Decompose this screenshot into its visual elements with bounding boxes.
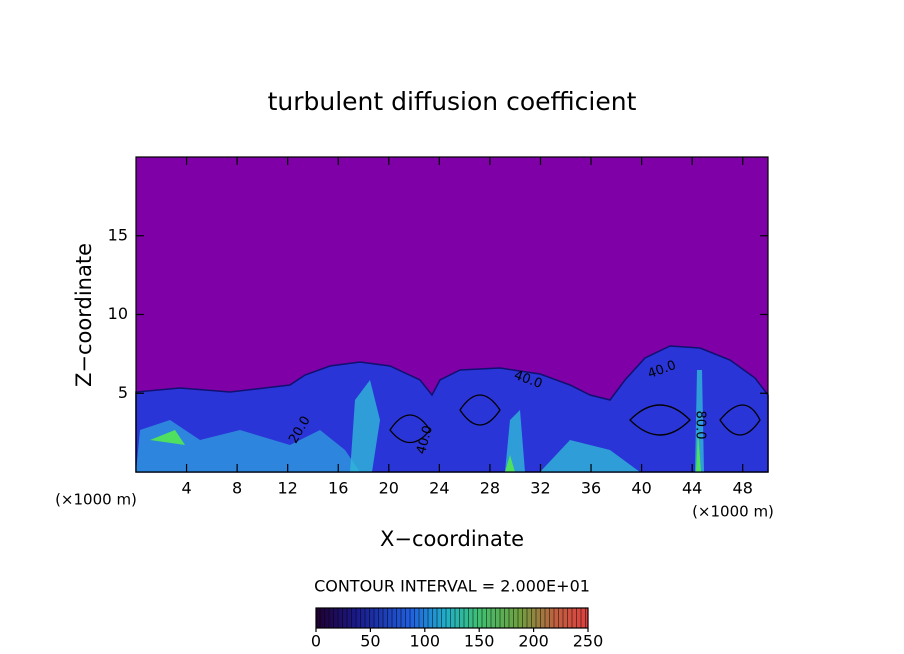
- x-tick-label: 12: [278, 479, 298, 498]
- colorbar-lines: [316, 608, 588, 628]
- colorbar-label: CONTOUR INTERVAL = 2.000E+01: [314, 577, 590, 596]
- colorbar-tick-label: 50: [360, 632, 380, 651]
- colorbar-tick-label: 150: [464, 632, 495, 651]
- x-tick-label: 28: [480, 479, 500, 498]
- y-axis-label: Z−coordinate: [72, 243, 96, 387]
- x-tick-label: 16: [328, 479, 348, 498]
- colorbar-tick-label: 100: [410, 632, 441, 651]
- contour-label: 80.0: [693, 411, 708, 440]
- blue-region: [135, 345, 769, 473]
- x-tick-label: 44: [682, 479, 702, 498]
- x-axis-label: X−coordinate: [380, 527, 524, 551]
- colorbar-tick-label: 250: [573, 632, 604, 651]
- cyan-region: [136, 420, 360, 472]
- x-tick-label: 24: [429, 479, 449, 498]
- x-tick-label: 32: [530, 479, 550, 498]
- x-unit-label-right: (×1000 m): [692, 503, 774, 521]
- y-tick-label: 10: [108, 304, 128, 323]
- x-tick-label: 4: [181, 479, 191, 498]
- field: [135, 157, 769, 473]
- colorbar-frame: [315, 607, 589, 629]
- x-tick-label: 36: [581, 479, 601, 498]
- x-unit-label: (×1000 m): [55, 491, 137, 509]
- contour-lines: [389, 394, 761, 444]
- contour-label: 40.0: [414, 424, 436, 456]
- y-tick-label: 5: [118, 383, 128, 402]
- colorbar-tick-label: 0: [311, 632, 321, 651]
- x-tick-label: 20: [379, 479, 399, 498]
- colorbar-tick-label: 200: [518, 632, 549, 651]
- x-tick-label: 48: [733, 479, 753, 498]
- x-tick-label: 40: [631, 479, 651, 498]
- x-tick-label: 8: [232, 479, 242, 498]
- y-tick-label: 15: [108, 225, 128, 244]
- chart-title: turbulent diffusion coefficient: [268, 87, 637, 116]
